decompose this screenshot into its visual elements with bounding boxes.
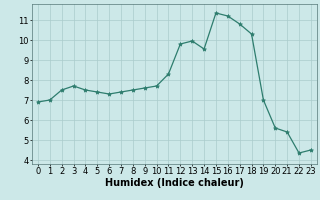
- X-axis label: Humidex (Indice chaleur): Humidex (Indice chaleur): [105, 178, 244, 188]
